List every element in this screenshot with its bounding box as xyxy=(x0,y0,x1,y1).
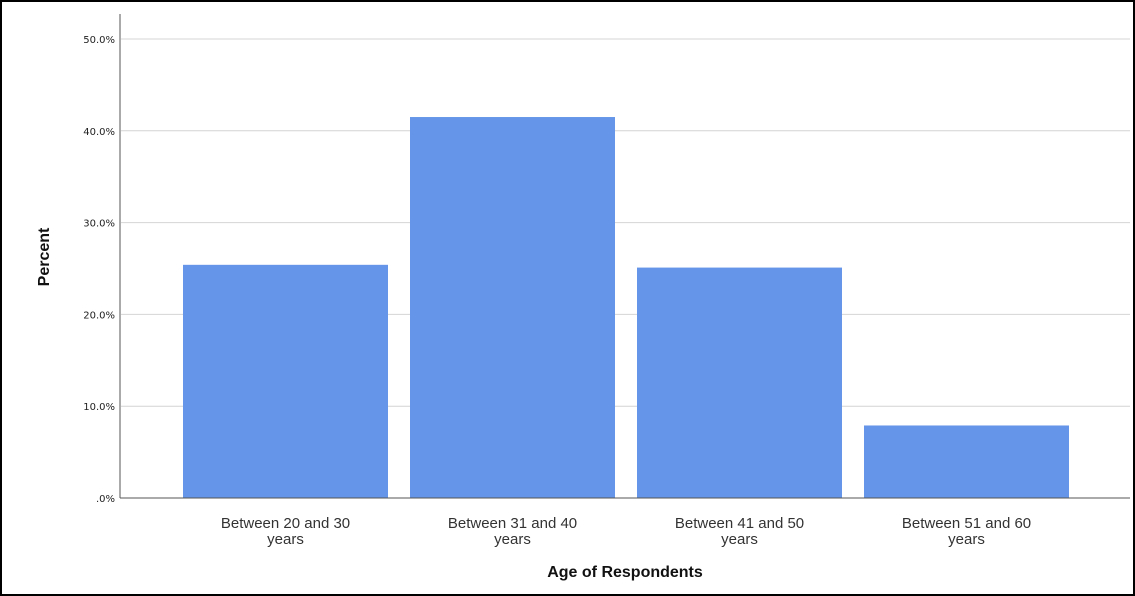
axes xyxy=(119,14,1130,499)
y-tick-label: 50.0% xyxy=(83,35,115,46)
x-tick-label: Between 41 and 50 years xyxy=(675,515,804,548)
bar xyxy=(864,425,1069,498)
y-tick-label: 40.0% xyxy=(83,127,115,138)
x-axis-title: Age of Respondents xyxy=(547,564,703,581)
x-tick-label: Between 20 and 30 years xyxy=(221,515,350,548)
x-tick-label: Between 31 and 40 years xyxy=(448,515,577,548)
y-tick-label: .0% xyxy=(96,494,115,505)
y-tick-label: 30.0% xyxy=(83,219,115,230)
bars xyxy=(183,117,1069,498)
bar xyxy=(637,267,842,498)
y-tick-label: 10.0% xyxy=(83,402,115,413)
bar xyxy=(183,264,388,498)
x-tick-labels: Between 20 and 30 years Between 31 and 40 y… xyxy=(221,515,1031,548)
x-tick-label: Between 51 and 60 years xyxy=(902,515,1031,548)
y-axis-title: Percent xyxy=(36,227,53,286)
y-tick-label: 20.0% xyxy=(83,310,115,321)
y-tick-labels: .0% 10.0% 20.0% 30.0% 40.0% 50.0% xyxy=(83,35,115,505)
bar xyxy=(410,117,615,498)
